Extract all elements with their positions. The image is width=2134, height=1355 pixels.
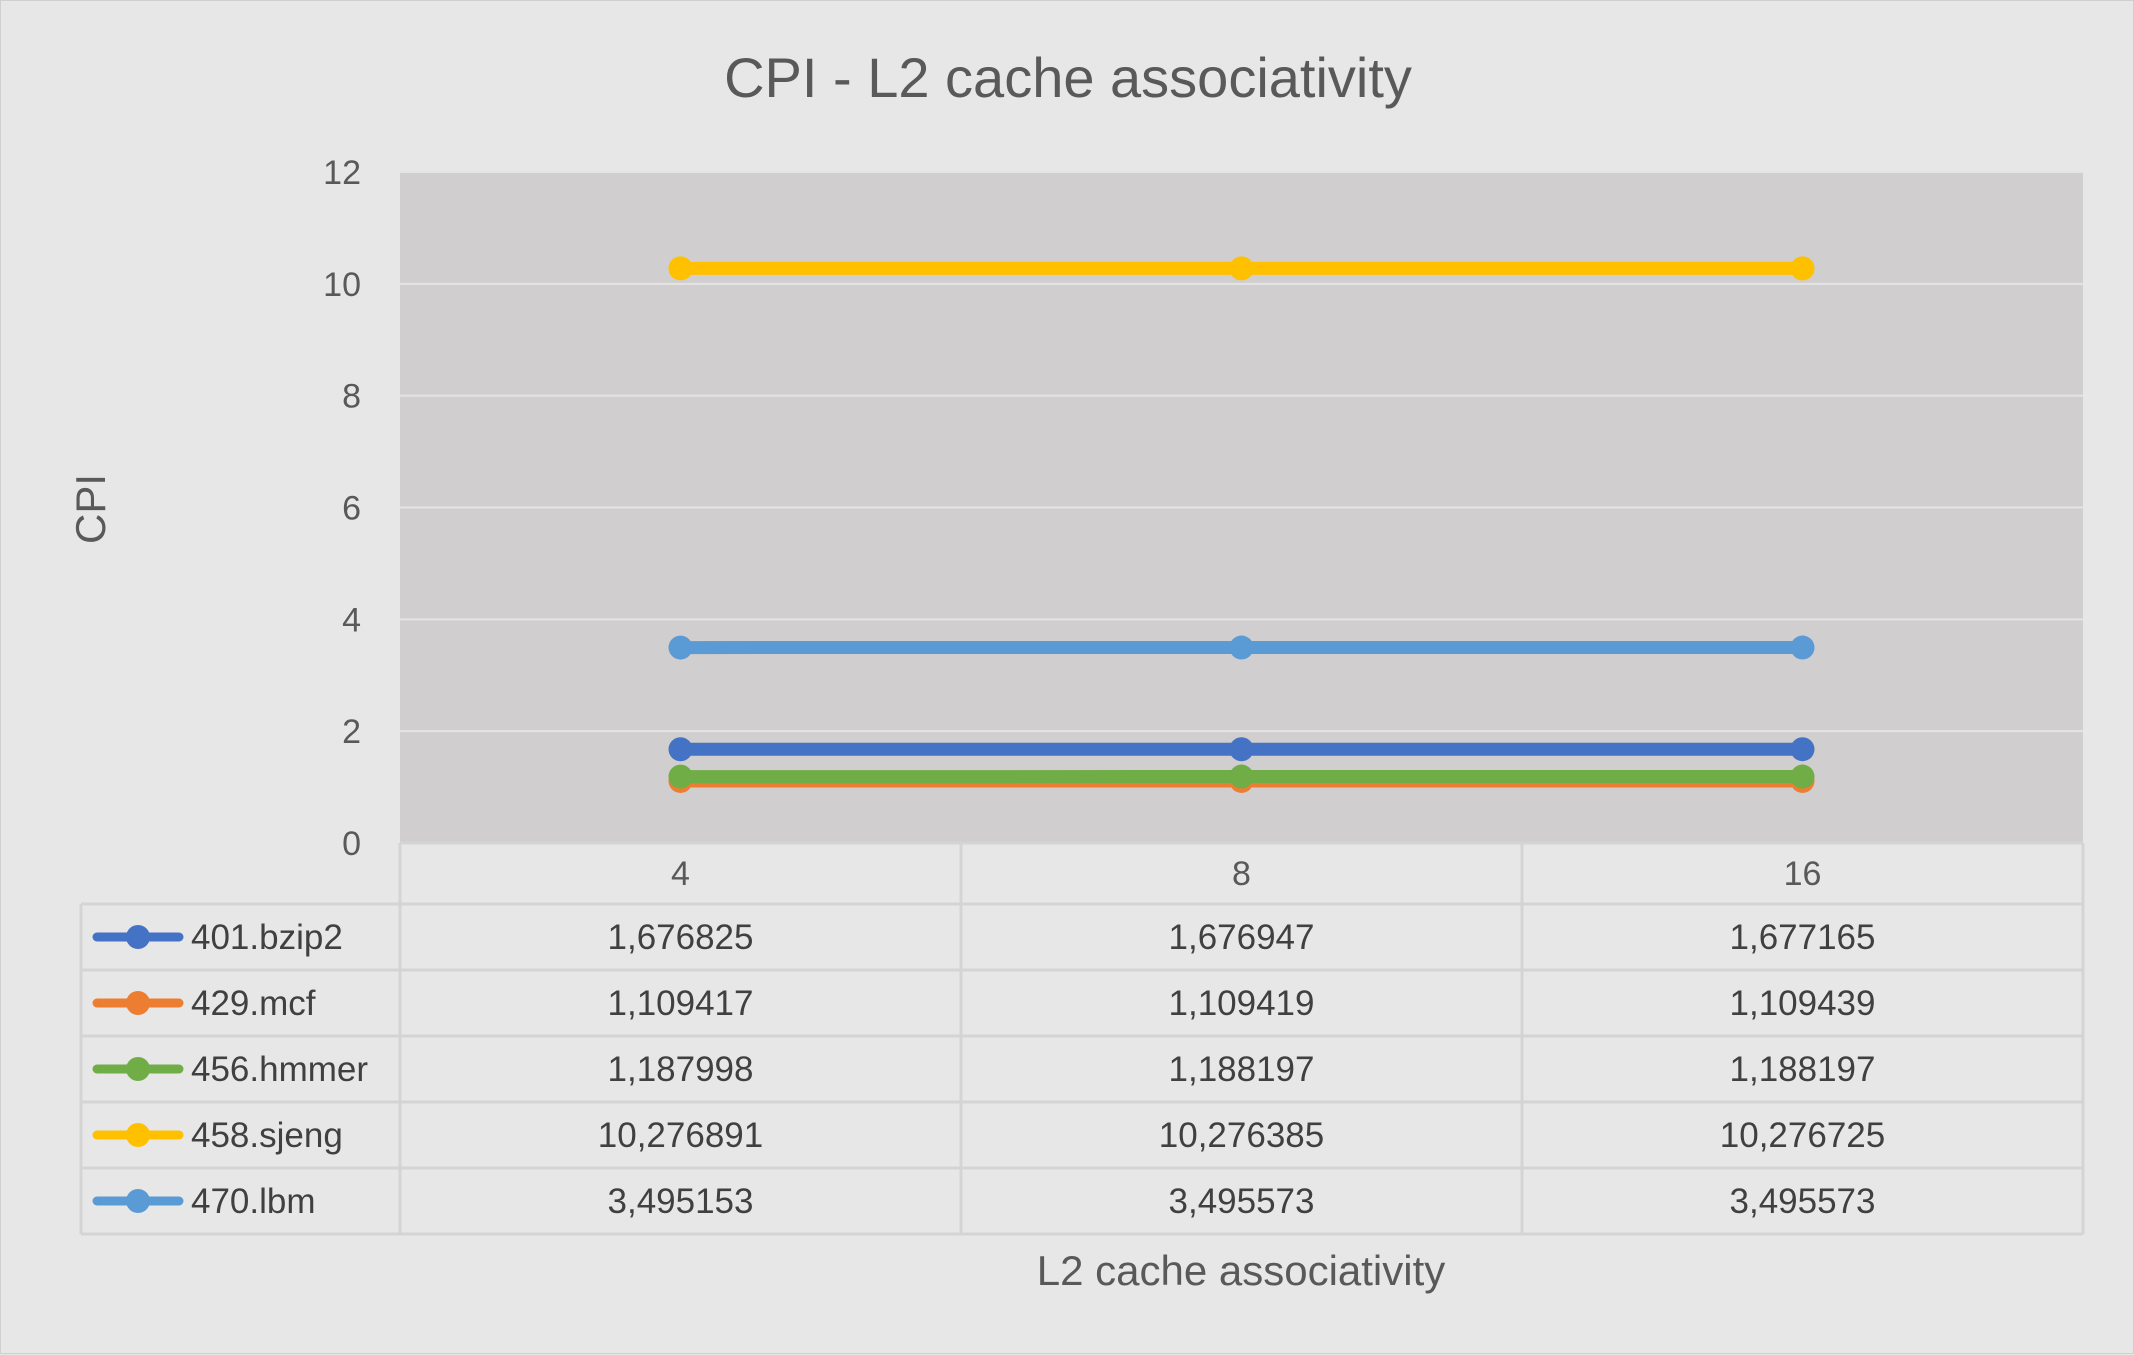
table-value-cell: 1,109417 [608,984,754,1023]
y-tick-label: 2 [342,713,361,751]
table-value-cell: 1,676947 [1169,918,1315,957]
x-category-label: 4 [671,855,690,893]
series-point-401.bzip2 [669,737,693,761]
y-tick-label: 12 [323,154,361,192]
legend-series-name: 458.sjeng [191,1116,343,1155]
legend-key-marker [126,1057,150,1081]
legend-key-marker [126,925,150,949]
y-tick-label: 8 [342,378,361,416]
y-tick-label: 6 [342,490,361,528]
series-point-458.sjeng [669,256,693,280]
legend-key-marker [126,991,150,1015]
y-axis-title: CPI [67,474,114,544]
x-category-label: 16 [1784,855,1822,893]
series-point-456.hmmer [669,765,693,789]
table-value-cell: 10,276891 [598,1116,763,1155]
series-point-470.lbm [669,636,693,660]
legend-series-name: 401.bzip2 [191,918,343,957]
legend-series-name: 456.hmmer [191,1050,368,1089]
x-category-label: 8 [1232,855,1251,893]
y-tick-label: 0 [342,825,361,863]
series-point-470.lbm [1230,636,1254,660]
table-value-cell: 10,276385 [1159,1116,1324,1155]
legend-series-name: 470.lbm [191,1182,316,1221]
series-point-458.sjeng [1230,256,1254,280]
series-point-401.bzip2 [1230,737,1254,761]
table-value-cell: 3,495573 [1169,1182,1315,1221]
series-point-401.bzip2 [1791,737,1815,761]
legend-key-marker [126,1123,150,1147]
table-value-cell: 1,676825 [608,918,754,957]
chart-title: CPI - L2 cache associativity [724,46,1412,109]
table-value-cell: 1,109439 [1730,984,1876,1023]
series-point-470.lbm [1791,636,1815,660]
table-value-cell: 3,495573 [1730,1182,1876,1221]
table-value-cell: 1,109419 [1169,984,1315,1023]
legend-series-name: 429.mcf [191,984,316,1023]
table-value-cell: 3,495153 [608,1182,754,1221]
legend-key-marker [126,1189,150,1213]
series-point-456.hmmer [1791,765,1815,789]
y-tick-label: 4 [342,601,361,639]
table-value-cell: 1,677165 [1730,918,1876,957]
table-value-cell: 1,187998 [608,1050,754,1089]
table-value-cell: 1,188197 [1169,1050,1315,1089]
table-value-cell: 1,188197 [1730,1050,1876,1089]
series-point-456.hmmer [1230,765,1254,789]
y-tick-label: 10 [323,266,361,304]
plot-area: 0 2 4 6 8 10 12 [323,154,2083,863]
x-axis-title: L2 cache associativity [1037,1247,1446,1294]
series-point-458.sjeng [1791,256,1815,280]
data-table: 4 8 16 401.bzip2 1,676825 1,676947 1,677165 429… [81,843,2083,1234]
table-value-cell: 10,276725 [1720,1116,1885,1155]
